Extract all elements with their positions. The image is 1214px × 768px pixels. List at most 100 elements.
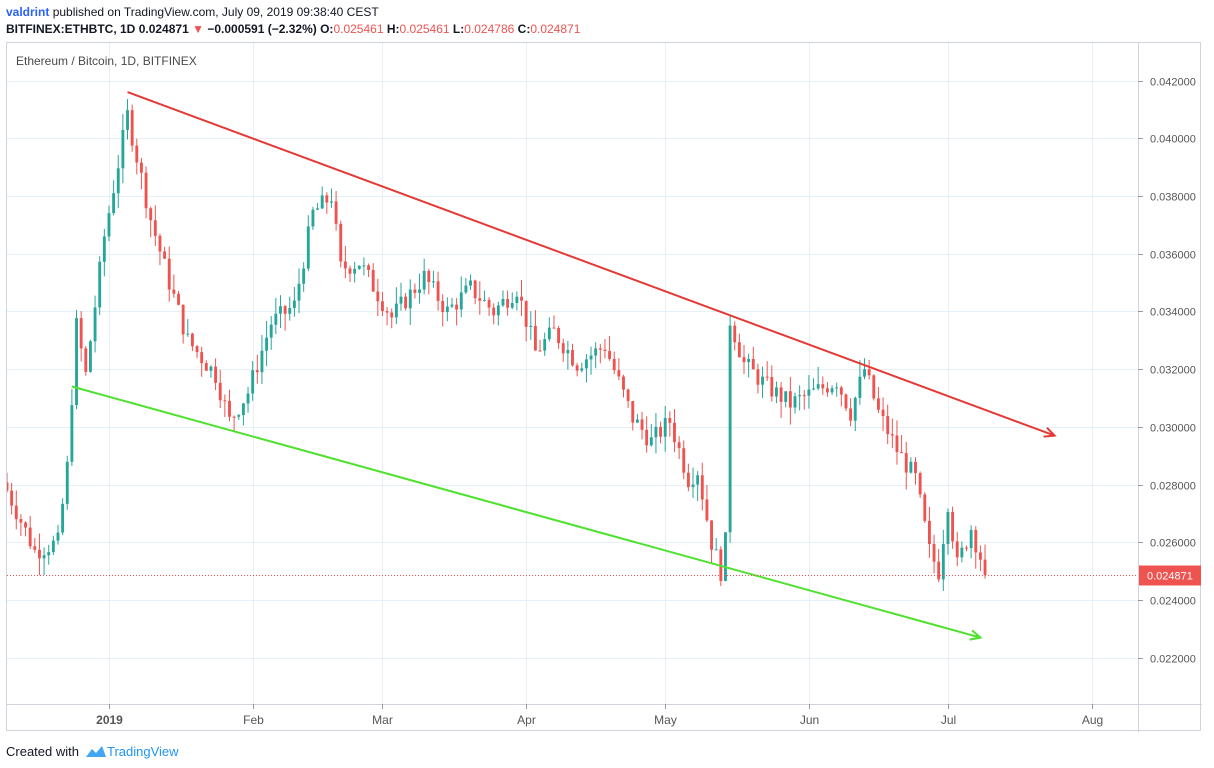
candle bbox=[872, 374, 876, 401]
x-tick-label: Apr bbox=[517, 713, 536, 727]
candle bbox=[482, 290, 486, 302]
candle-body bbox=[645, 429, 649, 446]
price-axis[interactable]: 0.022000 0.024000 0.026000 0.028000 0.030000… bbox=[1138, 43, 1196, 732]
candle-body bbox=[385, 311, 389, 313]
candle bbox=[863, 358, 866, 380]
candle-body bbox=[724, 532, 727, 581]
candle-body bbox=[589, 355, 593, 360]
candle-body bbox=[98, 261, 102, 308]
candle-body bbox=[598, 348, 602, 350]
support-trendline-arrowhead bbox=[969, 629, 983, 641]
candle-body bbox=[172, 289, 176, 294]
candle-body bbox=[779, 387, 783, 402]
candle-body bbox=[705, 499, 709, 521]
price-chart[interactable]: 0.024871 0.022000 0.024000 0.026000 0.02800… bbox=[7, 43, 1202, 732]
trendlines[interactable] bbox=[71, 91, 1057, 641]
candle-body bbox=[473, 280, 477, 299]
close-value: 0.024871 bbox=[530, 22, 581, 36]
candle-body bbox=[714, 549, 718, 551]
candle-body bbox=[710, 520, 713, 550]
x-tick-label: Mar bbox=[372, 713, 393, 727]
candle bbox=[728, 315, 732, 543]
candle bbox=[886, 404, 890, 445]
candle-body bbox=[367, 265, 370, 270]
candle bbox=[362, 257, 366, 276]
candle bbox=[927, 506, 931, 558]
candle-body bbox=[288, 308, 292, 314]
candle-body bbox=[357, 265, 361, 269]
candle bbox=[775, 381, 778, 404]
candle bbox=[691, 467, 695, 498]
candle-body bbox=[209, 366, 213, 371]
candle bbox=[316, 202, 319, 211]
footer: Created with TradingView bbox=[6, 740, 179, 762]
candle bbox=[784, 391, 788, 408]
candle bbox=[974, 526, 978, 569]
candle-body bbox=[441, 300, 445, 313]
candle-body bbox=[765, 376, 769, 378]
candle bbox=[756, 363, 760, 394]
candle-body bbox=[756, 369, 760, 385]
tradingview-logo[interactable]: TradingView bbox=[83, 744, 179, 759]
candle bbox=[478, 281, 482, 315]
candle-body bbox=[886, 416, 890, 435]
candle-body bbox=[255, 370, 259, 373]
candle-body bbox=[965, 547, 968, 549]
candle bbox=[742, 344, 746, 375]
candle-body bbox=[543, 339, 547, 351]
candle-body bbox=[42, 555, 46, 559]
candle-body bbox=[835, 387, 839, 389]
tradingview-cloud-icon bbox=[85, 746, 106, 757]
candle-body bbox=[61, 503, 65, 533]
candle bbox=[459, 276, 463, 318]
candle bbox=[371, 263, 375, 293]
candle bbox=[557, 325, 561, 349]
candle-body bbox=[260, 350, 264, 373]
candle bbox=[696, 471, 700, 501]
candle-body bbox=[626, 389, 630, 402]
candle bbox=[241, 402, 245, 426]
chart-frame[interactable]: 0.024871 0.022000 0.024000 0.026000 0.02800… bbox=[6, 42, 1202, 732]
candle bbox=[765, 361, 769, 381]
candle bbox=[158, 233, 162, 266]
candle-body bbox=[663, 417, 667, 437]
candle-body bbox=[909, 461, 913, 473]
candle-body bbox=[158, 235, 162, 252]
candle-body bbox=[849, 408, 853, 421]
x-tick-label: Aug bbox=[1082, 713, 1103, 727]
candle-body bbox=[302, 268, 306, 284]
candle-body bbox=[622, 376, 625, 390]
author-link[interactable]: valdrint bbox=[6, 5, 50, 19]
low-label: L: bbox=[452, 22, 465, 36]
candle-body bbox=[153, 220, 157, 236]
candle-body bbox=[960, 547, 964, 558]
candle-body bbox=[742, 357, 746, 363]
candle bbox=[339, 220, 343, 268]
candle-body bbox=[557, 327, 561, 344]
time-axis[interactable]: 2019 Feb Mar Apr May Jun Jul Aug bbox=[7, 704, 1202, 727]
candle bbox=[279, 295, 282, 329]
candle bbox=[325, 192, 329, 214]
candle bbox=[455, 298, 459, 326]
candle-body bbox=[858, 376, 862, 398]
candle bbox=[186, 319, 190, 337]
candle bbox=[246, 386, 250, 413]
candle bbox=[218, 369, 222, 409]
candle bbox=[65, 455, 69, 510]
candle-body bbox=[733, 325, 737, 343]
candle-body bbox=[316, 208, 319, 210]
candle bbox=[84, 345, 88, 376]
candle bbox=[283, 304, 287, 331]
candle-body bbox=[135, 145, 139, 163]
candle bbox=[951, 506, 955, 549]
candle-body bbox=[946, 511, 950, 544]
candle bbox=[798, 385, 802, 411]
candle-body bbox=[937, 561, 941, 580]
x-tick-label: Feb bbox=[243, 713, 264, 727]
candle-body bbox=[84, 348, 88, 372]
candle-body bbox=[394, 303, 398, 318]
candle-body bbox=[79, 318, 83, 349]
candle-body bbox=[673, 422, 676, 443]
candle bbox=[209, 365, 213, 378]
candle-body bbox=[306, 226, 310, 269]
